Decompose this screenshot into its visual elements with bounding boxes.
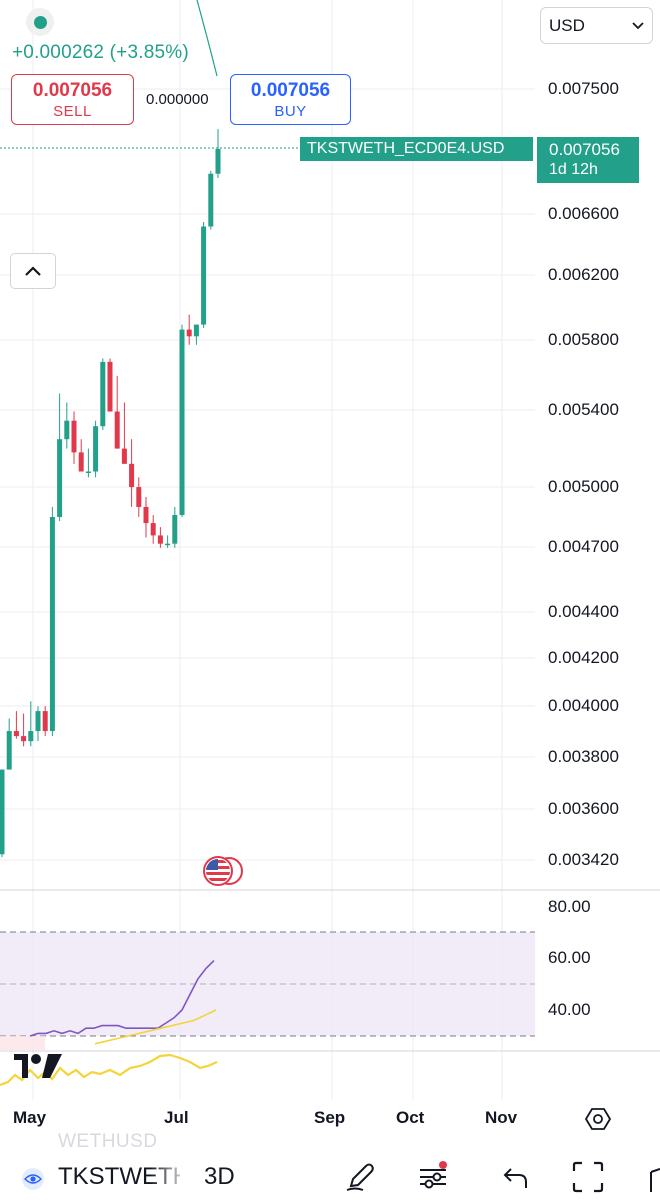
currency-select[interactable]: USD (540, 7, 653, 44)
price-axis-label: 0.004000 (548, 696, 619, 715)
candle-body (107, 361, 113, 412)
price-axis-label: 0.004200 (548, 648, 619, 667)
settings-hexagon-icon[interactable] (585, 1106, 611, 1132)
rsi-zone-highlight (0, 1036, 45, 1050)
candle-body (21, 736, 27, 742)
candle-body (201, 226, 207, 325)
interval-button[interactable]: 3D (204, 1163, 235, 1190)
collapse-button[interactable] (10, 253, 56, 289)
price-axis-label: 0.005000 (548, 477, 619, 496)
more-partial-icon[interactable] (645, 1166, 660, 1194)
rsi-axis-label: 80.00 (548, 897, 591, 916)
candle-body (136, 487, 142, 507)
price-axis-label: 0.006200 (548, 265, 619, 284)
time-axis-label: May (13, 1108, 47, 1127)
candle-body (179, 329, 185, 515)
symbol-fade (150, 1160, 190, 1196)
last-price-value: 0.007056 (549, 140, 620, 159)
price-axis-label: 0.003600 (548, 799, 619, 818)
candle-body (129, 463, 135, 488)
candle-body (64, 420, 70, 440)
tradingview-logo-icon (14, 1054, 62, 1078)
candle-body (208, 173, 214, 227)
bottom-toolbar (0, 1152, 660, 1200)
candle-body (193, 324, 199, 337)
candle-body (6, 731, 12, 770)
drawing-trendline[interactable] (196, 0, 218, 77)
price-axis-label: 0.005400 (548, 400, 619, 419)
candle-body (28, 731, 34, 742)
time-axis-label: Sep (314, 1108, 346, 1127)
chevron-up-icon (25, 266, 41, 276)
sell-label: SELL (53, 103, 92, 120)
ghost-symbol-watermark: WETHUSD (58, 1131, 158, 1152)
rsi-axis-label: 60.00 (548, 948, 591, 967)
candle-body (49, 517, 55, 732)
symbol-eye-icon[interactable] (20, 1166, 46, 1192)
candle-body (143, 506, 149, 524)
bar-countdown: 1d 12h (549, 161, 598, 178)
spread-value: 0.000000 (146, 91, 209, 108)
candle-body (121, 448, 127, 464)
candle-body (165, 543, 171, 546)
oscillator-line (0, 1053, 218, 1087)
last-price-tag: 0.007056 1d 12h (537, 137, 639, 183)
chevron-down-icon (632, 21, 644, 29)
buy-price: 0.007056 (250, 80, 331, 101)
horizontal-gridlines (0, 88, 535, 861)
time-axis-label: Nov (485, 1108, 518, 1127)
candle-body (172, 514, 178, 544)
price-axis-label: 0.005800 (548, 330, 619, 349)
fullscreen-icon[interactable] (571, 1160, 605, 1194)
time-axis-label: Oct (396, 1108, 425, 1127)
buy-button[interactable]: 0.007056 BUY (230, 74, 351, 125)
sell-price: 0.007056 (32, 80, 113, 101)
price-axis-label: 0.007500 (548, 79, 619, 98)
candle-body (150, 523, 156, 536)
buy-label: BUY (274, 103, 307, 120)
candle-body (186, 329, 192, 337)
price-axis-label: 0.004700 (548, 537, 619, 556)
candles-group (0, 129, 221, 858)
rsi-group (29, 960, 217, 1045)
candle-body (35, 711, 41, 732)
sell-button[interactable]: 0.007056 SELL (11, 74, 134, 125)
symbol-label-tag: TKSTWETH_ECD0E4.USD (300, 137, 533, 161)
economic-event-flag-icon[interactable] (202, 855, 244, 887)
candle-body (0, 769, 5, 855)
candle-body (215, 148, 221, 174)
candle-body (71, 420, 77, 453)
candle-body (157, 535, 163, 544)
rsi-ma-line (94, 1009, 217, 1045)
candle-body (78, 452, 84, 472)
undo-icon[interactable] (499, 1160, 533, 1194)
candle-body (57, 439, 63, 518)
price-axis-label: 0.004400 (548, 602, 619, 621)
price-axis-label: 0.003800 (548, 747, 619, 766)
status-dot-icon (33, 15, 47, 29)
candle-body (42, 711, 48, 732)
price-axis-label: 0.003420 (548, 850, 619, 869)
price-axis-label: 0.006600 (548, 204, 619, 223)
currency-value: USD (549, 15, 585, 35)
candle-body (13, 731, 19, 737)
candle-body (114, 411, 120, 449)
time-axis-label: Jul (164, 1108, 189, 1127)
candle-body (100, 361, 106, 427)
vertical-gridlines (32, 0, 503, 1100)
rsi-axis-label: 40.00 (548, 1000, 591, 1019)
candle-body (93, 426, 99, 472)
drawing-pen-icon[interactable] (343, 1160, 377, 1194)
rsi-line (29, 960, 215, 1037)
indicators-sliders-icon[interactable] (416, 1160, 450, 1194)
candle-body (85, 471, 91, 474)
chart-status-button[interactable] (26, 8, 54, 36)
price-change: +0.000262 (+3.85%) (12, 42, 189, 63)
